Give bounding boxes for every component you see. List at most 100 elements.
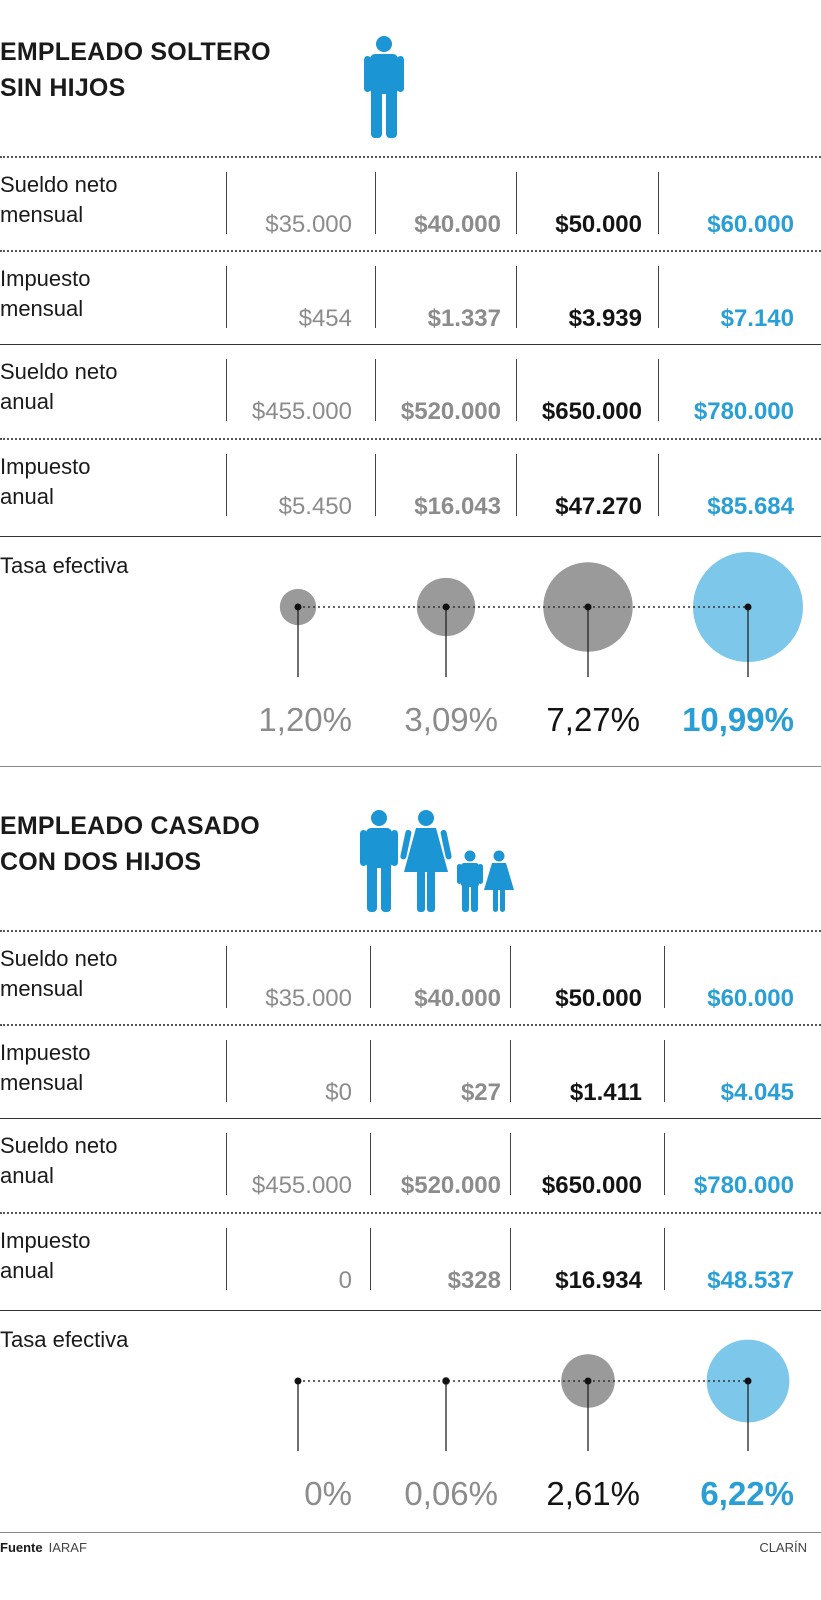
cell-value: $520.000 [400,398,501,425]
tasa-value-label: 6,22% [700,1475,794,1512]
cell: $35.000 [226,172,352,238]
row-label: Impuesto mensual [0,264,91,324]
tasa-value-label: 1,20% [258,701,352,738]
cell: $35.000 [226,946,352,1012]
cell: $0 [226,1040,352,1106]
cell-value: $454 [298,305,352,332]
label-line: Impuesto [0,1040,91,1065]
cell-value: $35.000 [265,985,352,1012]
cell: $455.000 [226,359,352,425]
cell-value: $40.000 [414,985,501,1012]
tasa-value-label: 0% [304,1475,352,1512]
cell: $16.934 [510,1228,642,1294]
label-line: anual [0,484,54,509]
tasa-efectiva-chart: Tasa efectiva 0% 0,06% 2,61% 6,22% [0,1310,821,1540]
footer: Fuente IARAF CLARÍN [0,1540,821,1555]
bubble-center-dot [294,1377,302,1385]
cell-value: $780.000 [693,398,794,425]
cell-value: $455.000 [251,1172,352,1199]
cell: $520.000 [375,359,501,425]
table-row: Impuesto mensual $0 $27 $1.411 $4.045 [0,1024,821,1118]
data-table: Sueldo neto mensual $35.000 $40.000 $50.… [0,930,821,1306]
cell: $650.000 [510,1133,642,1199]
row-label: Impuesto mensual [0,1038,91,1098]
section-title: EMPLEADO CASADO CON DOS HIJOS [0,808,260,880]
cell: $85.684 [658,454,794,520]
table-row: Impuesto anual $5.450 $16.043 $47.270 $8… [0,438,821,532]
cell-value: $16.934 [555,1267,642,1294]
row-label: Impuesto anual [0,452,91,512]
tasa-value-label: 10,99% [682,701,794,738]
label-line: mensual [0,1070,84,1095]
tasa-value-label: 3,09% [404,701,498,738]
section-title: EMPLEADO SOLTERO SIN HIJOS [0,34,271,106]
cell: $3.939 [516,266,642,332]
label-line: anual [0,1258,54,1283]
title-line: CON DOS HIJOS [0,848,202,876]
cell-value: $520.000 [400,1172,501,1199]
data-table: Sueldo neto mensual $35.000 $40.000 $50.… [0,156,821,532]
title-line: SIN HIJOS [0,74,126,102]
label-line: mensual [0,202,84,227]
label-line: mensual [0,296,84,321]
table-row: Sueldo neto anual $455.000 $520.000 $650… [0,1118,821,1212]
tasa-value-label: 0,06% [404,1475,498,1512]
footer-divider [0,1532,821,1533]
cell-value: $7.140 [720,305,794,332]
label-line: Sueldo neto [0,946,118,971]
cell-value: $85.684 [707,493,794,520]
title-line: EMPLEADO SOLTERO [0,38,271,66]
cell: $650.000 [516,359,642,425]
family-icon [360,810,516,917]
tasa-label: Tasa efectiva [0,553,129,578]
cell: $40.000 [370,946,501,1012]
source-value: IARAF [48,1540,87,1555]
label-line: Sueldo neto [0,172,118,197]
cell-value: $650.000 [541,398,642,425]
tasa-label: Tasa efectiva [0,1327,129,1352]
cell-value: $60.000 [707,211,794,238]
tasa-value-label: 2,61% [546,1475,640,1512]
cell: $60.000 [664,946,794,1012]
cell-value: $16.043 [414,493,501,520]
cell: $48.537 [664,1228,794,1294]
single-man-icon [364,36,404,143]
title-line: EMPLEADO CASADO [0,812,260,840]
cell-value: $50.000 [555,211,642,238]
cell-value: $48.537 [707,1267,794,1294]
cell: $16.043 [375,454,501,520]
cell: $1.337 [375,266,501,332]
cell: $47.270 [516,454,642,520]
cell: $60.000 [658,172,794,238]
bubble-center-dot [442,1377,450,1385]
cell: $520.000 [370,1133,501,1199]
cell-value: $1.411 [569,1079,642,1106]
table-row: Sueldo neto anual $455.000 $520.000 $650… [0,344,821,438]
cell-value: $780.000 [693,1172,794,1199]
row-label: Sueldo neto anual [0,1131,117,1191]
label-line: Impuesto [0,266,91,291]
cell-value: $650.000 [541,1172,642,1199]
label-line: anual [0,389,54,414]
row-label: Sueldo neto anual [0,357,117,417]
source-label: Fuente [0,1540,43,1555]
cell-value: $455.000 [251,398,352,425]
cell-value: $47.270 [555,493,642,520]
table-row: Sueldo neto mensual $35.000 $40.000 $50.… [0,930,821,1024]
bubble-center-dot [584,603,592,611]
cell: $40.000 [375,172,501,238]
cell: $7.140 [658,266,794,332]
bubble-center-dot [442,603,450,611]
cell: $50.000 [516,172,642,238]
tasa-value-label: 7,27% [546,701,640,738]
cell-value: $40.000 [414,211,501,238]
cell: 0 [226,1228,352,1294]
section-divider [0,766,821,767]
bubble-center-dot [744,603,752,611]
cell-value: $4.045 [720,1079,794,1106]
bubble-center-dot [294,603,302,611]
row-label: Sueldo neto mensual [0,170,117,230]
cell-value: $60.000 [707,985,794,1012]
cell-value: $35.000 [265,211,352,238]
table-row: Sueldo neto mensual $35.000 $40.000 $50.… [0,156,821,250]
